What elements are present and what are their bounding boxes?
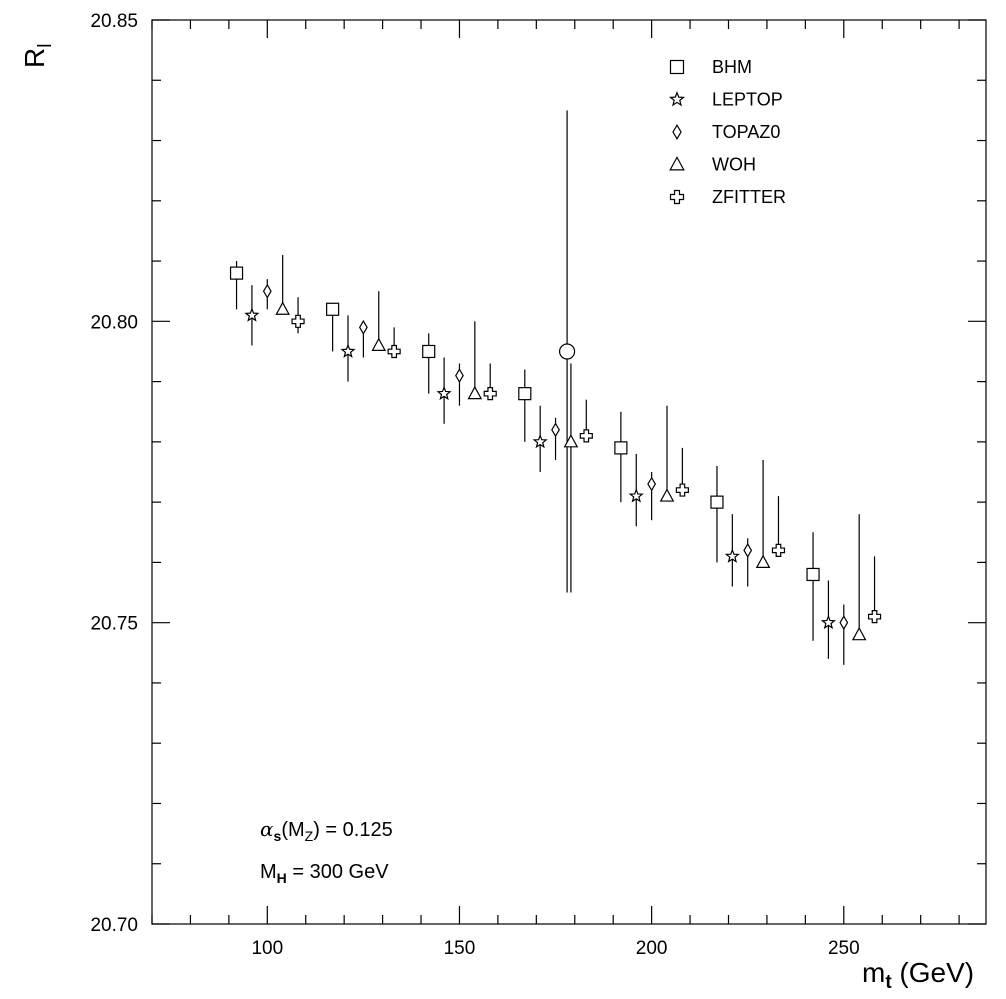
annotation-alpha-sub: s (274, 828, 282, 844)
legend: BHM LEPTOP TOPAZ0 WOH ZFITTER (668, 57, 786, 207)
topaz0-point (743, 542, 753, 558)
woh-point (755, 554, 771, 568)
topaz0-point (358, 319, 368, 335)
annotation-mh-sub: H (277, 870, 287, 886)
legend-bhm-marker (669, 59, 685, 75)
zfitter-point (291, 314, 305, 328)
legend-leptop-label: LEPTOP (712, 90, 783, 110)
legend-zfitter-label: ZFITTER (712, 187, 786, 207)
woh-point (563, 434, 579, 448)
y-tick-label: 20.85 (90, 11, 138, 32)
annotation-alpha-s: αs(MZ) = 0.125 (260, 817, 393, 844)
x-axis-title-sub: t (885, 972, 892, 993)
woh-point (467, 385, 483, 400)
legend-topaz0-marker (672, 123, 682, 141)
bhm-point (326, 302, 340, 316)
annotation-mh-value: = 300 GeV (287, 861, 389, 883)
woh-point (371, 337, 387, 351)
annotation-alpha-symbol: α (260, 817, 274, 841)
zfitter-point (867, 610, 882, 624)
x-axis-title-main: m (862, 957, 885, 988)
y-axis-title-sub: l (35, 44, 56, 48)
topaz0-point (551, 422, 560, 438)
bhm-point (710, 495, 724, 509)
plot-frame (151, 19, 987, 925)
x-tick-label: 250 (828, 938, 860, 959)
legend-topaz0-label: TOPAZ0 (712, 122, 780, 142)
y-tick-label: 20.75 (90, 614, 138, 635)
y-axis-title-main: R (19, 48, 50, 68)
annotation-alpha-value: ) = 0.125 (313, 819, 393, 841)
leptop-point (820, 614, 837, 630)
data-markers (229, 266, 882, 641)
leptop-point (532, 433, 548, 449)
legend-leptop-marker (668, 91, 686, 107)
bhm-point (422, 344, 436, 359)
annotation-alpha-mid: (M (281, 819, 304, 841)
leptop-point (724, 548, 740, 563)
topaz0-point (839, 615, 849, 631)
legend-woh-marker (669, 156, 685, 171)
legend-bhm-label: BHM (712, 57, 752, 77)
leptop-point (340, 343, 356, 358)
x-axis-title-unit: (GeV) (892, 957, 974, 988)
y-tick-label: 20.80 (90, 312, 138, 333)
y-tick-label: 20.70 (90, 915, 138, 936)
legend-zfitter-marker (669, 189, 685, 205)
zfitter-point (675, 483, 689, 497)
zfitter-point (387, 344, 401, 359)
tick-labels: 100 150 200 250 20.70 20.75 20.80 20.85 (90, 11, 859, 959)
zfitter-point (579, 429, 593, 443)
zfitter-point (771, 543, 786, 557)
bhm-point (806, 567, 820, 582)
annotation-alpha-sub2: Z (305, 828, 314, 844)
x-tick-label: 150 (444, 938, 476, 959)
legend-woh-label: WOH (712, 155, 756, 175)
topaz0-point (647, 476, 657, 492)
annotation-higgs-mass: MH = 300 GeV (260, 861, 389, 886)
leptop-point (628, 488, 644, 503)
bhm-point (614, 441, 628, 455)
leptop-point (244, 307, 260, 322)
bhm-point (518, 387, 532, 401)
axis-ticks (151, 19, 986, 925)
leptop-point (436, 385, 452, 401)
x-tick-label: 100 (251, 938, 283, 959)
woh-point (659, 488, 675, 502)
topaz0-point (455, 368, 464, 384)
x-axis-title: mt (GeV) (862, 957, 974, 993)
zfitter-point (483, 387, 497, 401)
woh-point (275, 301, 290, 315)
topaz0-point (262, 283, 272, 299)
annotation-mh-main: M (260, 861, 277, 883)
woh-point (851, 626, 867, 641)
x-tick-label: 200 (636, 938, 668, 959)
bhm-point (229, 266, 244, 280)
reference-point (558, 343, 576, 360)
y-axis-title: Rl (19, 44, 56, 68)
